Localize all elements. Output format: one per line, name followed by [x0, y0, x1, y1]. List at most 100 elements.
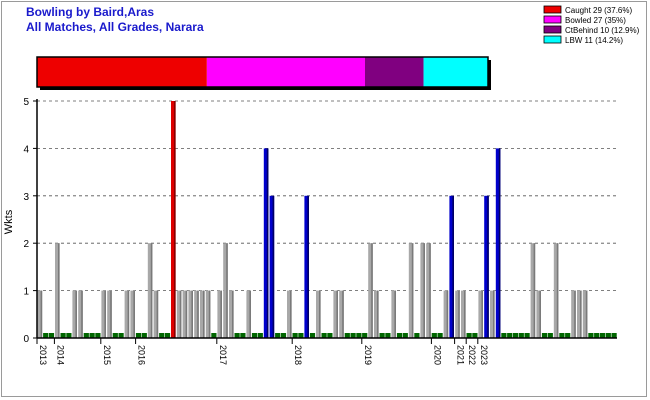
wickets-bar-shade [75, 290, 77, 338]
x-year-label: 2020 [432, 345, 442, 365]
wickets-bar [55, 243, 60, 338]
wickets-bar [391, 290, 396, 338]
zero-wickets-marker [240, 333, 246, 338]
wickets-bar [553, 243, 559, 338]
wickets-bar-shade [411, 243, 414, 338]
wickets-bar [495, 148, 501, 338]
bars [37, 101, 617, 338]
wickets-bar [374, 290, 379, 338]
x-year-label: 2019 [363, 345, 373, 365]
x-year-label: 2023 [479, 345, 489, 365]
wickets-bar-shade [498, 148, 501, 338]
wickets-bar [130, 290, 135, 338]
y-tick-label: 5 [23, 97, 29, 108]
wickets-bar-shade [232, 290, 234, 338]
zero-wickets-marker [402, 333, 408, 338]
zero-wickets-marker [518, 333, 524, 338]
x-year-label: 2016 [137, 345, 147, 365]
zero-wickets-marker [321, 333, 327, 338]
zero-wickets-marker [135, 333, 142, 338]
zero-wickets-marker [118, 333, 124, 338]
zero-wickets-marker [414, 333, 420, 338]
wickets-bar-shade [127, 290, 130, 338]
wickets-bar-shade [464, 290, 466, 338]
wickets-bar [205, 290, 211, 338]
y-tick-label: 2 [23, 239, 29, 250]
zero-wickets-marker [356, 333, 362, 338]
zero-wickets-marker [594, 333, 600, 338]
zero-wickets-marker [43, 333, 49, 338]
wickets-bar [287, 290, 292, 338]
wickets-bar-shade [133, 290, 135, 338]
x-year-label: 2021 [456, 345, 466, 365]
zero-wickets-marker [234, 333, 240, 338]
wickets-bar [269, 195, 275, 338]
wickets-bar-shade [481, 290, 483, 338]
zero-wickets-marker [605, 333, 611, 338]
breakdown-segment-caught [37, 57, 207, 87]
wickets-bar-shade [179, 290, 182, 338]
wickets-bar [171, 101, 176, 338]
wickets-bar-shade [81, 290, 83, 338]
wickets-bar [263, 148, 269, 338]
zero-wickets-marker [251, 333, 258, 338]
y-tick-label: 3 [23, 192, 29, 203]
wickets-bar-shade [539, 290, 541, 338]
wickets-bar [426, 243, 431, 338]
zero-wickets-marker [379, 333, 385, 338]
legend-swatch-ct_behind [543, 25, 562, 34]
wickets-bar [582, 290, 588, 338]
zero-wickets-marker [565, 333, 571, 338]
zero-wickets-marker [83, 333, 89, 338]
wickets-bar [78, 290, 83, 338]
wickets-bar-shade [423, 243, 425, 338]
wickets-bar [37, 290, 43, 338]
zero-wickets-marker [611, 333, 617, 338]
wickets-bar-shade [394, 290, 396, 338]
legend-swatch-lbw [543, 35, 562, 44]
wickets-bar [443, 290, 449, 338]
wickets-bar [217, 290, 222, 338]
wickets-bar [484, 195, 489, 338]
wickets-bar-shade [266, 148, 269, 338]
wickets-bar-shade [150, 243, 153, 338]
zero-wickets-marker [362, 333, 368, 338]
wickets-bar [530, 243, 536, 338]
zero-wickets-marker [547, 333, 553, 338]
zero-wickets-marker [60, 333, 66, 338]
wickets-bar [153, 290, 159, 338]
wickets-bar [182, 290, 188, 338]
wickets-bar-shade [533, 243, 536, 338]
zero-wickets-marker [95, 333, 101, 338]
zero-wickets-marker [164, 333, 171, 338]
wickets-bar-shade [452, 195, 454, 338]
zero-wickets-marker [541, 333, 548, 338]
wickets-bar-shade [493, 290, 495, 338]
wickets-bar [490, 290, 495, 338]
wickets-bar [368, 243, 373, 338]
wickets-bar [478, 290, 483, 338]
wickets-bar-shade [371, 243, 373, 338]
legend-swatch-bowled [543, 15, 562, 24]
wickets-bar [455, 290, 460, 338]
zero-wickets-marker [327, 333, 333, 338]
x-year-label: 2013 [38, 345, 48, 365]
wickets-bar-shade [58, 243, 60, 338]
breakdown-segment-bowled [206, 57, 365, 87]
wickets-bar-shade [429, 243, 431, 338]
wickets-bar-shade [377, 290, 379, 338]
zero-wickets-marker [66, 333, 72, 338]
zero-wickets-marker [344, 333, 350, 338]
wickets-bar [147, 243, 153, 338]
legend-swatch-caught [543, 5, 562, 14]
wickets-bar-shade [319, 290, 321, 338]
x-year-label: 2022 [467, 345, 477, 365]
breakdown-segment-ct_behind [365, 57, 424, 87]
wickets-bar-shade [585, 290, 588, 338]
zero-wickets-marker [275, 333, 281, 338]
x-year-label: 2015 [102, 345, 112, 365]
wickets-bar [229, 290, 234, 338]
chart-subtitle: All Matches, All Grades, Narara [26, 20, 204, 34]
zero-wickets-marker [466, 333, 472, 338]
zero-wickets-marker [292, 333, 298, 338]
